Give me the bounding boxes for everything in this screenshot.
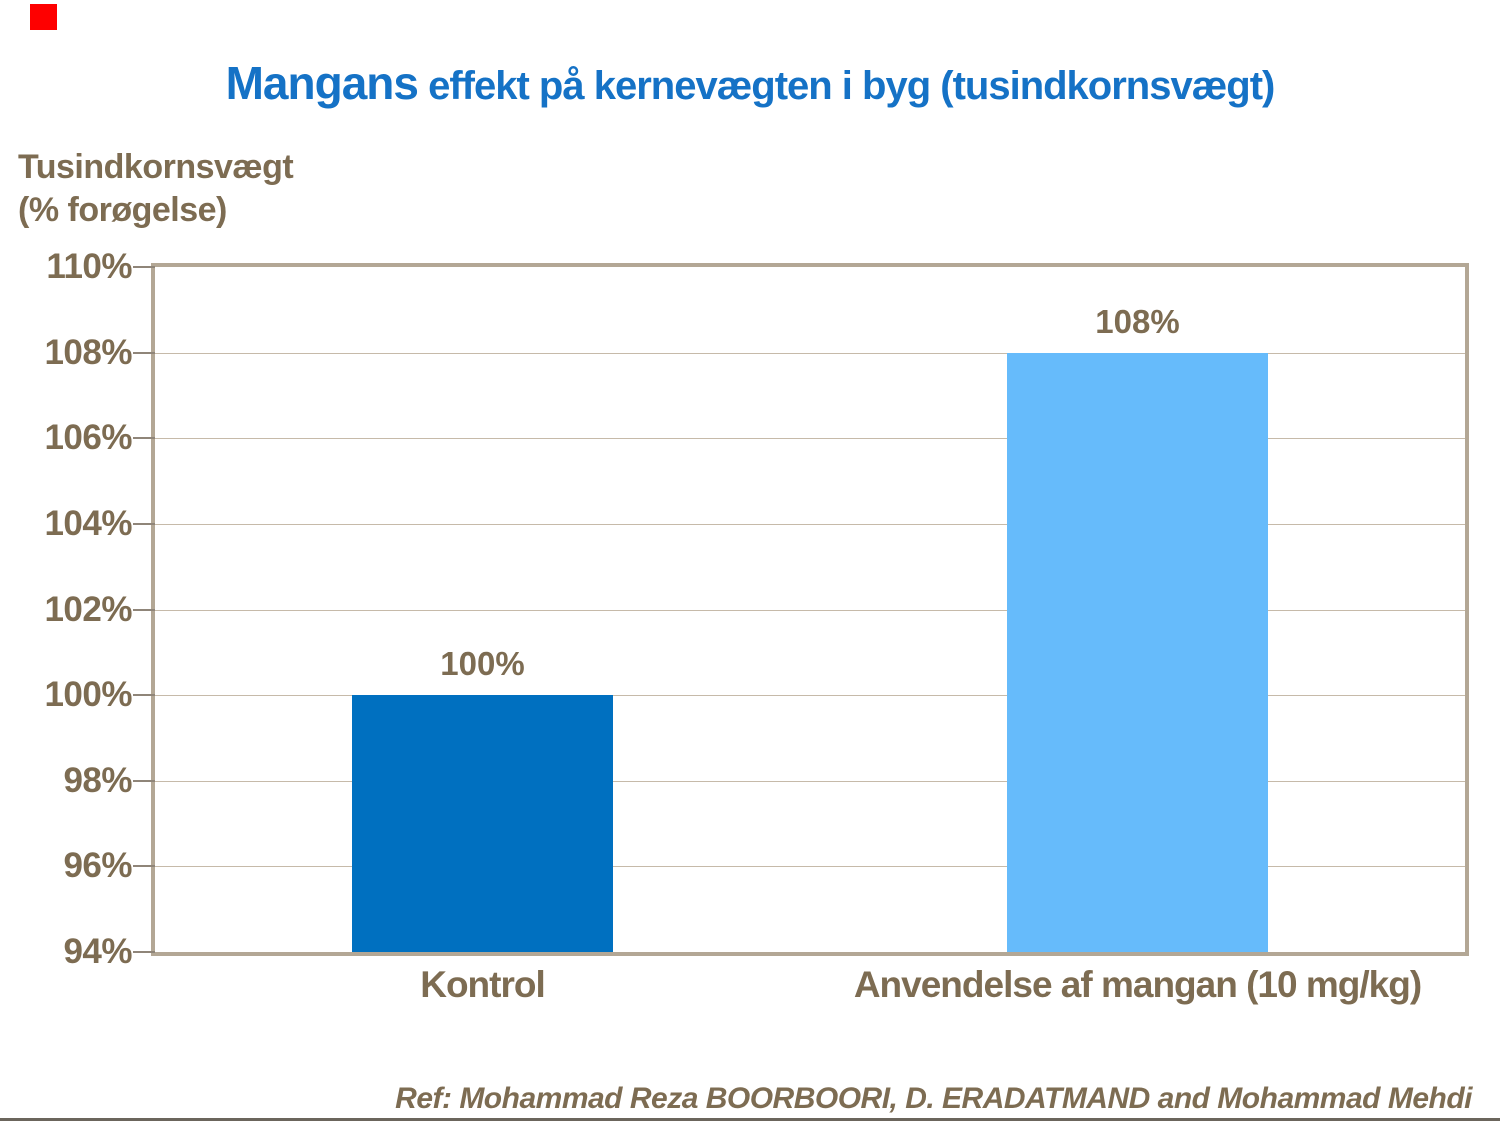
red-marker [30, 4, 57, 30]
y-tick-label: 108% [44, 332, 132, 372]
footer-divider [0, 1118, 1500, 1121]
gridline [155, 523, 1465, 525]
x-category-label: Anvendelse af mangan (10 mg/kg) [853, 964, 1422, 1005]
y-tick-mark [133, 266, 155, 268]
y-tick-mark [133, 437, 155, 440]
y-tick-mark [133, 865, 155, 868]
y-tick-mark [133, 522, 155, 525]
y-tick-mark [133, 351, 155, 354]
bar-value-label: 108% [1095, 302, 1180, 340]
gridline [155, 780, 1465, 782]
gridline [155, 438, 1465, 440]
bar-value-label: 100% [440, 645, 525, 683]
y-axis-title: Tusindkornsvægt (% forøgelse) [18, 146, 294, 232]
plot-area: 100% 108% [133, 263, 1469, 956]
y-tick-label: 104% [44, 503, 132, 543]
y-axis-title-line2: (% forøgelse) [18, 191, 227, 229]
chart-title-emphasis: Mangans [225, 57, 419, 109]
gridline [155, 352, 1465, 354]
chart-title: Mangans effekt på kernevægten i byg (tus… [0, 56, 1500, 110]
bar-kontrol [352, 695, 613, 952]
y-tick-mark [133, 779, 155, 782]
y-tick-label: 100% [44, 675, 132, 715]
y-tick-label: 110% [46, 247, 132, 286]
y-axis-title-line1: Tusindkornsvægt [18, 148, 294, 186]
gridline [155, 609, 1465, 611]
y-tick-mark [133, 694, 155, 697]
gridline [155, 695, 1465, 697]
bar-mangan [1007, 352, 1268, 952]
y-tick-mark [133, 608, 155, 611]
y-tick-mark [133, 951, 155, 953]
y-tick-label: 102% [44, 589, 132, 629]
chart-title-rest: effekt på kernevægten i byg (tusindkorns… [417, 64, 1275, 108]
reference-text: Ref: Mohammad Reza BOORBOORI, D. ERADATM… [395, 1082, 1472, 1115]
y-tick-label: 106% [44, 418, 132, 458]
y-tick-label: 94% [63, 932, 132, 971]
y-tick-label: 98% [63, 760, 132, 800]
y-tick-label: 96% [63, 846, 132, 886]
x-category-label: Kontrol [420, 964, 546, 1005]
gridline [155, 866, 1465, 868]
